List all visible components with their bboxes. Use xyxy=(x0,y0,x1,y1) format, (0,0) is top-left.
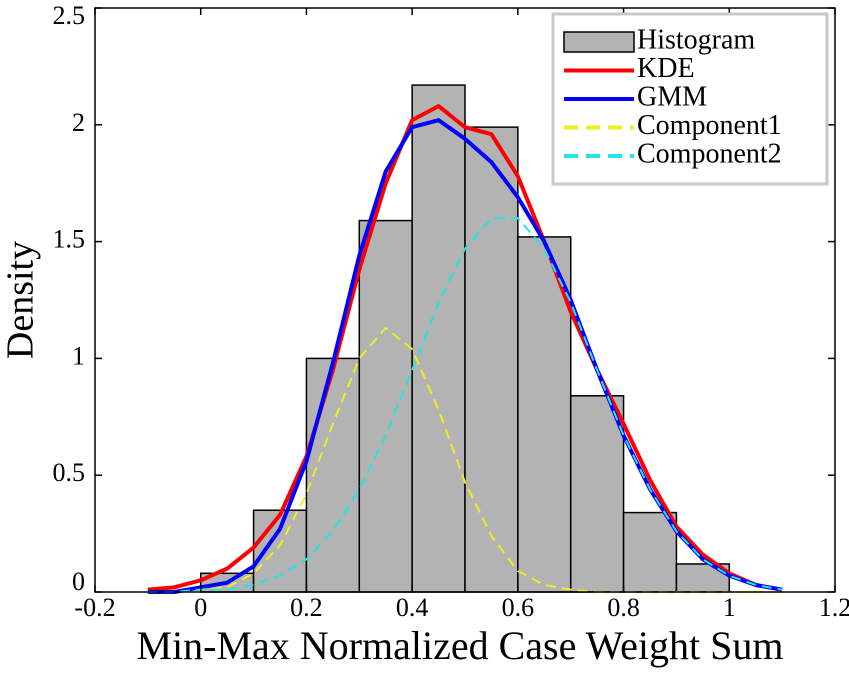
y-tick-label: 2 xyxy=(72,108,85,137)
x-tick-label: 1 xyxy=(723,593,736,622)
y-tick-label: 0 xyxy=(72,567,85,596)
histogram-bar xyxy=(411,84,466,593)
series-line xyxy=(147,217,783,593)
y-tick-label: 2.5 xyxy=(53,1,86,30)
legend-label: Component2 xyxy=(637,138,782,169)
legend-label: GMM xyxy=(637,81,707,112)
y-tick-label: 1 xyxy=(72,341,85,370)
histogram-bar xyxy=(622,511,678,593)
legend-label: Histogram xyxy=(637,24,755,55)
x-axis-label: Min-Max Normalized Case Weight Sum xyxy=(136,623,783,668)
histogram-bar xyxy=(305,357,361,593)
legend-label: Component1 xyxy=(637,110,782,141)
x-tick-label: 1.2 xyxy=(819,593,849,622)
histogram-bar xyxy=(569,395,625,593)
histogram-bar xyxy=(358,219,413,593)
series-line xyxy=(147,104,783,592)
histogram-bar xyxy=(252,509,308,593)
x-tick-label: 0.4 xyxy=(396,593,429,622)
y-axis-label: Density xyxy=(0,241,42,359)
histogram-bar xyxy=(464,126,519,593)
x-tick-label: 0.2 xyxy=(290,593,323,622)
y-tick-label: 1.5 xyxy=(53,225,86,254)
x-tick-label: -0.2 xyxy=(74,593,115,622)
y-tick-label: 0.5 xyxy=(53,458,86,487)
axes-frame xyxy=(94,7,836,593)
legend-swatch xyxy=(563,31,635,53)
x-tick-label: 0.8 xyxy=(607,593,640,622)
x-tick-label: 0.6 xyxy=(502,593,535,622)
x-tick-label: 0 xyxy=(194,593,207,622)
legend-label: KDE xyxy=(637,53,695,84)
